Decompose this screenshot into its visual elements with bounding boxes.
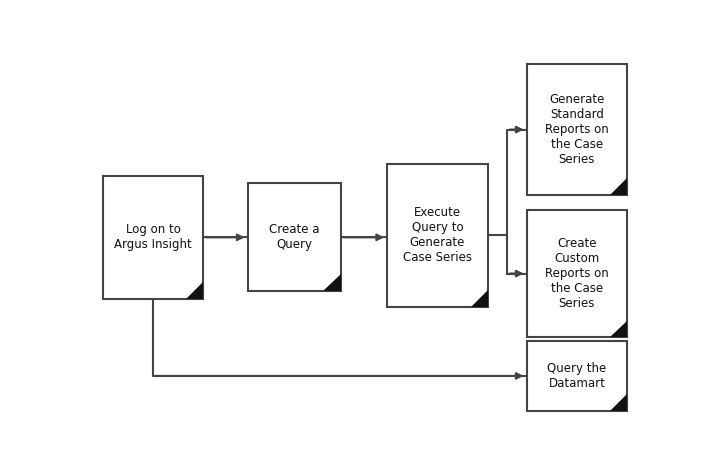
Bar <box>247 183 340 291</box>
Polygon shape <box>186 282 203 299</box>
Polygon shape <box>323 274 340 291</box>
Bar <box>527 341 627 411</box>
Text: Create
Custom
Reports on
the Case
Series: Create Custom Reports on the Case Series <box>545 237 609 310</box>
Text: Generate
Standard
Reports on
the Case
Series: Generate Standard Reports on the Case Se… <box>545 93 609 166</box>
Polygon shape <box>610 178 627 195</box>
Bar <box>527 64 627 195</box>
Bar <box>103 176 203 299</box>
Polygon shape <box>610 321 627 337</box>
Text: Create a
Query: Create a Query <box>269 223 319 251</box>
Text: Query the
Datamart: Query the Datamart <box>547 362 606 390</box>
Polygon shape <box>471 290 488 306</box>
Bar <box>527 211 627 337</box>
Bar <box>387 164 488 306</box>
Text: Log on to
Argus Insight: Log on to Argus Insight <box>114 223 192 251</box>
Polygon shape <box>610 394 627 411</box>
Text: Execute
Query to
Generate
Case Series: Execute Query to Generate Case Series <box>403 206 472 265</box>
